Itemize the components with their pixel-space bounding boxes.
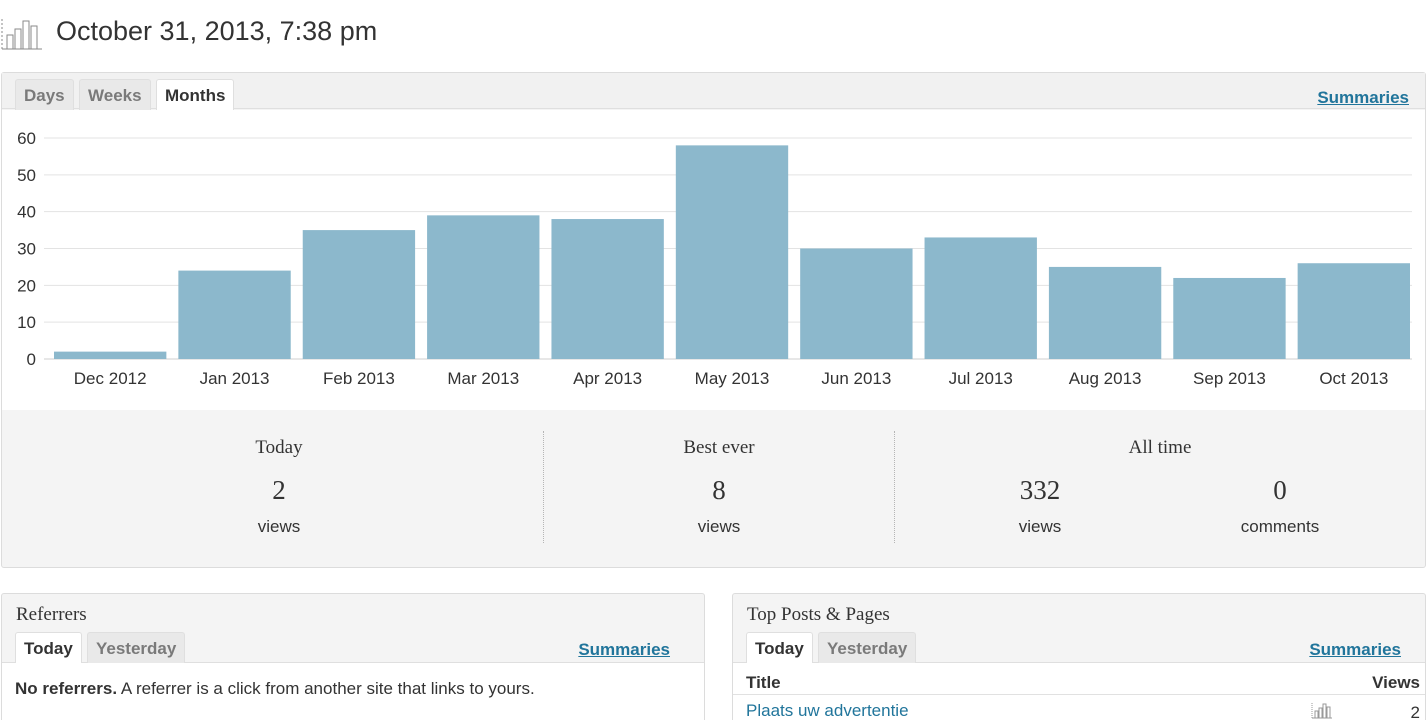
y-tick-label: 20 — [17, 276, 36, 295]
tab-months[interactable]: Months — [156, 79, 235, 111]
referrers-panel: Referrers Today Yesterday Summaries No r… — [1, 593, 705, 720]
x-tick-label: Jun 2013 — [821, 369, 891, 388]
stat-alltime-views-value: 332 — [1019, 475, 1061, 505]
bar-oct-2013[interactable] — [1297, 263, 1410, 359]
bar-jul-2013[interactable] — [924, 237, 1037, 359]
stat-divider — [543, 431, 544, 543]
summaries-link[interactable]: Summaries — [1317, 88, 1409, 107]
bar-may-2013[interactable] — [675, 145, 789, 359]
top-posts-panel: Top Posts & Pages Today Yesterday Summar… — [732, 593, 1426, 720]
stats-summary: Today 2 views Best ever 8 views All time… — [2, 431, 1425, 571]
tab-days[interactable]: Days — [15, 79, 74, 110]
x-tick-label: Dec 2012 — [74, 369, 147, 388]
post-views-count: 2 — [1410, 703, 1420, 720]
stat-alltime-label: All time — [1128, 437, 1192, 458]
y-tick-label: 60 — [17, 129, 36, 148]
bar-chart-icon — [0, 11, 44, 51]
column-title: Title — [746, 673, 781, 692]
stat-today-label: Today — [255, 437, 303, 458]
tab-top-posts-today[interactable]: Today — [746, 632, 813, 664]
y-tick-label: 50 — [17, 166, 36, 185]
tab-weeks[interactable]: Weeks — [79, 79, 151, 110]
stat-today-value: 2 — [272, 475, 286, 505]
bar-apr-2013[interactable] — [551, 219, 664, 359]
bar-dec-2012[interactable] — [54, 351, 167, 359]
stat-divider — [894, 431, 895, 543]
x-tick-label: Feb 2013 — [323, 369, 395, 388]
referrers-tabs: Today Yesterday Summaries — [2, 630, 704, 664]
x-tick-label: Sep 2013 — [1193, 369, 1266, 388]
referrers-title: Referrers — [16, 604, 87, 625]
bar-jan-2013[interactable] — [178, 270, 291, 359]
stat-today: Today 2 views — [122, 431, 436, 543]
no-referrers-text: A referrer is a click from another site … — [117, 679, 535, 698]
page-header: October 31, 2013, 7:38 pm — [0, 8, 377, 54]
y-tick-label: 0 — [27, 350, 36, 369]
no-referrers-strong: No referrers. — [15, 679, 118, 698]
x-tick-label: May 2013 — [695, 369, 770, 388]
stat-best-ever: Best ever 8 views — [562, 431, 876, 543]
stat-best-unit: views — [697, 517, 741, 536]
bar-chart: 0 10 20 30 40 50 60 Dec 2012 Jan 2013 Feb 2013 Mar… — [17, 129, 1412, 388]
stats-chart-icon[interactable] — [1311, 701, 1333, 719]
bar-jun-2013[interactable] — [800, 248, 913, 360]
views-chart: 0 10 20 30 40 50 60 Dec 2012 Jan 2013 Feb 2013 Mar… — [2, 110, 1425, 410]
top-posts-tabs: Today Yesterday Summaries — [733, 630, 1425, 664]
stat-alltime-views-unit: views — [1018, 517, 1062, 536]
tab-referrers-yesterday[interactable]: Yesterday — [87, 632, 186, 663]
y-tick-label: 40 — [17, 203, 36, 222]
stats-panel: Days Weeks Months Summaries 0 10 20 30 40 50 6… — [1, 72, 1426, 568]
referrers-content: No referrers. A referrer is a click from… — [2, 663, 704, 720]
top-posts-content: Title Views Plaats uw advertentie 2 — [733, 663, 1425, 720]
x-tick-label: Oct 2013 — [1319, 369, 1388, 388]
x-tick-label: Aug 2013 — [1069, 369, 1142, 388]
x-tick-label: Apr 2013 — [573, 369, 642, 388]
bar-feb-2013[interactable] — [302, 230, 416, 359]
stat-alltime-comments-value: 0 — [1273, 475, 1287, 505]
x-tick-label: Mar 2013 — [447, 369, 519, 388]
bar-aug-2013[interactable] — [1048, 266, 1162, 359]
top-posts-summaries-link[interactable]: Summaries — [1309, 640, 1401, 659]
stat-all-time: All time 332 views 0 comments — [895, 431, 1425, 543]
page-title: October 31, 2013, 7:38 pm — [56, 15, 378, 46]
tab-referrers-today[interactable]: Today — [15, 632, 82, 664]
post-title-link[interactable]: Plaats uw advertentie — [746, 701, 909, 720]
top-posts-table-header: Title Views — [733, 663, 1425, 695]
top-posts-title: Top Posts & Pages — [747, 604, 890, 625]
bar-mar-2013[interactable] — [427, 215, 540, 359]
no-referrers-message: No referrers. A referrer is a click from… — [15, 679, 535, 699]
period-tabs: Days Weeks Months Summaries — [2, 73, 1425, 111]
y-tick-label: 10 — [17, 313, 36, 332]
x-tick-label: Jan 2013 — [200, 369, 270, 388]
column-views: Views — [1372, 673, 1420, 692]
bar-sep-2013[interactable] — [1173, 277, 1286, 359]
stat-today-unit: views — [257, 517, 301, 536]
y-tick-label: 30 — [17, 240, 36, 259]
tab-top-posts-yesterday[interactable]: Yesterday — [818, 632, 917, 663]
stat-alltime-comments-unit: comments — [1240, 517, 1320, 536]
x-tick-label: Jul 2013 — [949, 369, 1013, 388]
table-row: Plaats uw advertentie 2 — [733, 695, 1425, 720]
stat-best-label: Best ever — [683, 437, 755, 458]
stat-best-value: 8 — [712, 475, 726, 505]
referrers-summaries-link[interactable]: Summaries — [578, 640, 670, 659]
